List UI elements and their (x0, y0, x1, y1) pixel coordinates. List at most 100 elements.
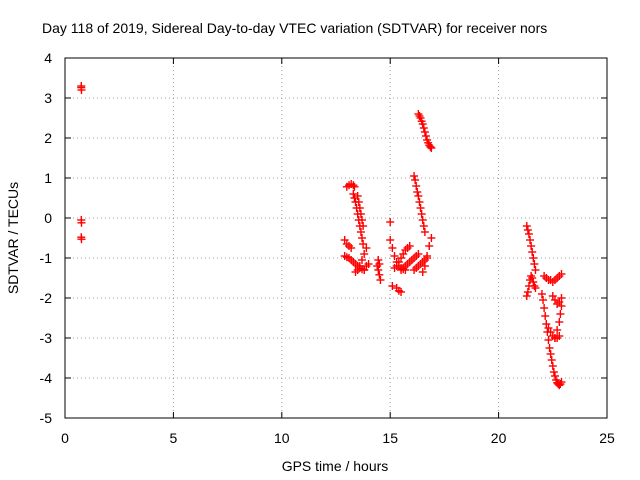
y-tick-label: -1 (40, 250, 53, 266)
data-point (541, 312, 550, 320)
x-tick-label: 0 (61, 430, 69, 446)
y-tick-label: 0 (44, 210, 52, 226)
data-point (358, 234, 367, 242)
data-point (359, 222, 368, 230)
data-point (544, 336, 553, 344)
data-point (386, 218, 395, 226)
data-point (410, 172, 419, 180)
data-point (375, 270, 384, 279)
data-point (420, 228, 429, 236)
data-point (355, 204, 364, 212)
data-point (537, 290, 546, 298)
data-point (522, 222, 531, 230)
data-point (414, 250, 423, 258)
data-point (416, 204, 425, 212)
x-tick-label: 15 (382, 430, 398, 446)
data-point (419, 222, 428, 230)
data-point (77, 218, 86, 227)
data-point (388, 244, 397, 252)
data-point (548, 362, 557, 370)
data-point (539, 296, 548, 304)
x-axis-label: GPS time / hours (282, 458, 389, 474)
data-point (415, 198, 424, 206)
data-point (550, 372, 559, 380)
chart-title: Day 118 of 2019, Sidereal Day-to-day VTE… (42, 20, 547, 36)
data-point (529, 278, 538, 286)
data-point (388, 282, 397, 290)
x-tick-label: 25 (599, 430, 615, 446)
data-point (412, 182, 421, 190)
data-point (356, 210, 365, 218)
data-point (353, 192, 362, 200)
data-point (386, 236, 395, 244)
data-point (362, 244, 371, 252)
data-point (417, 210, 426, 218)
data-point (418, 120, 427, 128)
x-tick-label: 10 (274, 430, 290, 446)
data-point (528, 274, 537, 282)
data-point (523, 226, 532, 234)
data-point (557, 378, 566, 386)
data-point (77, 235, 86, 244)
data-point (526, 236, 535, 244)
data-point (356, 228, 365, 236)
data-point (557, 302, 566, 310)
data-point (349, 181, 358, 190)
data-point (529, 254, 538, 262)
data-point (425, 242, 434, 250)
data-point (390, 252, 399, 260)
data-point (546, 350, 555, 358)
data-point (531, 284, 540, 292)
y-tick-label: -2 (40, 290, 53, 306)
data-point (427, 144, 436, 152)
data-point (418, 268, 427, 276)
y-tick-label: 4 (44, 50, 52, 66)
x-tick-label: 20 (491, 430, 507, 446)
data-point (375, 260, 384, 268)
y-tick-label: -4 (40, 370, 53, 386)
data-point (426, 142, 435, 151)
data-point (413, 188, 422, 196)
y-tick-label: 1 (44, 170, 52, 186)
x-tick-label: 5 (170, 430, 178, 446)
data-point (360, 250, 369, 258)
axis-ticks: 0 5 10 15 20 25 -5 -4 -3 -2 -1 0 1 2 3 4 (40, 50, 615, 446)
data-point (427, 234, 436, 242)
data-point (374, 256, 383, 264)
data-point (364, 260, 373, 268)
data-point (349, 190, 358, 198)
data-point (354, 198, 363, 206)
data-point (547, 356, 556, 364)
data-point (530, 282, 539, 290)
data-point (555, 332, 564, 340)
data-point (418, 216, 427, 224)
y-tick-label: 3 (44, 90, 52, 106)
data-point (530, 260, 539, 268)
data-point (545, 344, 554, 352)
data-point (420, 262, 429, 270)
data-point (374, 266, 383, 274)
plot-frame (64, 57, 608, 419)
data-point (423, 252, 432, 260)
y-tick-label: -3 (40, 330, 53, 346)
y-axis-label: SDTVAR / TECUs (5, 182, 21, 294)
grid-lines (65, 58, 607, 418)
data-point (419, 124, 428, 132)
data-point (524, 230, 533, 238)
data-point (397, 288, 406, 296)
data-point (555, 318, 564, 326)
data-point (358, 216, 367, 224)
data-point (421, 132, 430, 140)
data-point (522, 292, 531, 300)
data-point (358, 256, 367, 264)
data-point (77, 86, 86, 94)
data-point (527, 242, 536, 250)
data-point (550, 334, 559, 342)
data-point (350, 182, 359, 191)
data-point (405, 242, 414, 250)
data-point (523, 288, 532, 296)
data-point (414, 192, 423, 200)
y-tick-label: -5 (40, 410, 53, 426)
data-points (77, 82, 566, 390)
data-point (553, 326, 562, 334)
